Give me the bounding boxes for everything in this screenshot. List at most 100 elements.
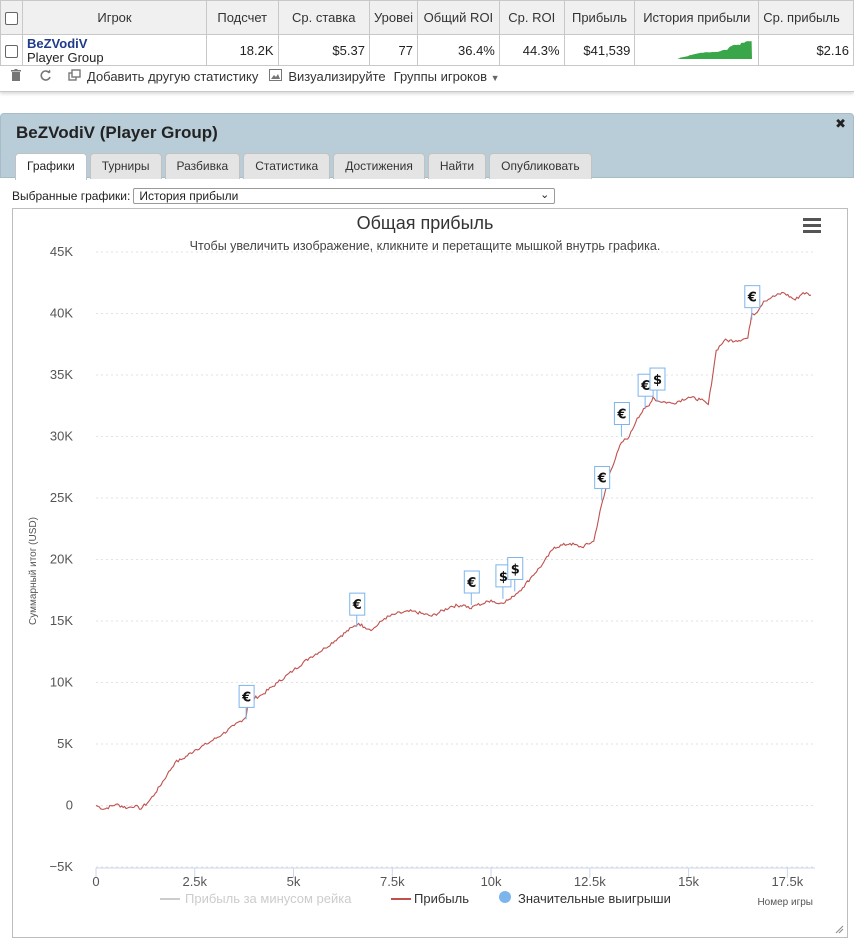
column-header-total-roi[interactable]: Общий ROI [416, 0, 500, 35]
column-header-profit-history[interactable]: История прибыли [634, 0, 760, 35]
tab-publish[interactable]: Опубликовать [489, 153, 592, 179]
tab-achievements[interactable]: Достижения [333, 153, 425, 179]
avg-roi-cell: 44.3% [498, 34, 565, 66]
grid-layer [96, 251, 815, 868]
profit-chart[interactable]: −5K 0 5K 10K 15K 20K 25K 30K 35K 40K 45K 0 2.5k 5k 7.5… [13, 209, 849, 939]
legend-item-big-wins[interactable]: Значительные выигрыши [499, 891, 671, 906]
column-header-avg-profit[interactable]: Ср. прибыль [758, 0, 854, 35]
big-win-flag-label: € [616, 408, 626, 423]
y-tick-label: 35K [50, 367, 73, 382]
stats-table: Игрок Подсчет Ср. ставка Уровеі Общий RO… [0, 0, 854, 66]
player-name-link[interactable]: BeZVodiV [27, 36, 88, 51]
legend-label-big-wins: Значительные выигрыши [518, 891, 671, 906]
x-tick-label: 10k [481, 874, 502, 889]
count-cell: 18.2K [205, 34, 279, 66]
flag-layer: €€€ $ $€€€ $€ [238, 285, 761, 720]
big-win-flag-label: $ [499, 570, 508, 585]
panel-title: BeZVodiV (Player Group) [16, 123, 218, 142]
column-header-player[interactable]: Игрок [22, 0, 207, 35]
x-tick-label: 7.5k [380, 874, 405, 889]
big-win-flag-label: € [352, 598, 362, 613]
big-win-flag[interactable]: $ [507, 556, 524, 592]
chart-container[interactable]: −5K 0 5K 10K 15K 20K 25K 30K 35K 40K 45K 0 2.5k 5k 7.5… [12, 208, 848, 938]
trash-icon[interactable] [9, 69, 23, 83]
tab-breakdown[interactable]: Разбивка [164, 153, 241, 179]
chart-subtitle: Чтобы увеличить изображение, кликните и … [190, 239, 661, 253]
big-win-flag-label: € [466, 576, 476, 591]
legend-item-profit[interactable]: Прибыль [391, 891, 469, 906]
select-all-checkbox[interactable] [5, 12, 18, 26]
y-tick-label: 30K [50, 429, 73, 444]
caret-down-icon: ▼ [490, 72, 500, 83]
total-roi-cell: 36.4% [416, 34, 500, 66]
x-tick-label: 17.5k [771, 874, 803, 889]
x-tick-label: 12.5k [574, 874, 606, 889]
column-header-level[interactable]: Уровеі [368, 0, 418, 35]
x-axis-title: Номер игры [757, 897, 813, 908]
line-layer [95, 291, 812, 810]
legend-item-rake[interactable]: Прибыль за минусом рейка [160, 891, 352, 906]
y-tick-label: 0 [66, 798, 73, 813]
tab-graphs[interactable]: Графики [15, 153, 87, 180]
graph-select[interactable]: История прибыли ⌄ [133, 188, 556, 204]
stats-area: Игрок Подсчет Ср. ставка Уровеі Общий RO… [0, 0, 854, 92]
chevron-down-icon: ⌄ [540, 189, 550, 201]
close-icon[interactable]: ✖ [835, 116, 846, 131]
profit-cell: $41,539 [563, 34, 636, 66]
big-win-flag[interactable]: € [349, 592, 366, 628]
select-all-header[interactable] [0, 0, 23, 35]
big-win-flag[interactable]: € [744, 285, 761, 320]
big-win-flag[interactable]: € [613, 402, 630, 437]
player-cell[interactable]: BeZVodiV Player Group [22, 34, 207, 66]
chart-menu-icon[interactable] [803, 218, 821, 233]
big-win-flag[interactable]: $ [649, 367, 666, 403]
profit-sparkline[interactable] [642, 39, 752, 61]
x-tick-label: 2.5k [182, 874, 207, 889]
y-tick-label: 10K [50, 675, 73, 690]
tab-tournaments[interactable]: Турниры [89, 153, 162, 179]
big-win-flag-label: $ [511, 562, 520, 577]
x-tick-label: 15k [678, 874, 699, 889]
table-header-row: Игрок Подсчет Ср. ставка Уровеі Общий RO… [0, 0, 854, 35]
x-tick-label: 0 [92, 874, 99, 889]
big-win-flag-label: € [597, 471, 607, 486]
table-row[interactable]: BeZVodiV Player Group 18.2K $5.37 77 36.… [0, 34, 854, 66]
big-win-flag-label: € [241, 690, 251, 705]
chart-legend: Прибыль за минусом рейка Прибыль Значите… [160, 891, 671, 906]
player-group-label: Player Group [27, 50, 104, 65]
column-header-count[interactable]: Подсчет [205, 0, 279, 35]
y-tick-label: 45K [50, 244, 73, 259]
profit-series-line[interactable] [95, 291, 812, 810]
column-header-avg-roi[interactable]: Ср. ROI [498, 0, 565, 35]
big-win-flag[interactable]: € [463, 570, 480, 606]
tab-bar: Графики Турниры Разбивка Статистика Дост… [15, 153, 595, 180]
big-win-flag-label: € [747, 291, 757, 306]
visualize-button[interactable]: Визуализируйте [288, 68, 386, 84]
selected-graphs-label: Выбранные графики: [12, 189, 131, 203]
big-win-flag[interactable]: € [238, 684, 255, 720]
column-header-avg-stake[interactable]: Ср. ставка [277, 0, 370, 35]
row-checkbox[interactable] [5, 44, 18, 58]
graph-select-value: История прибыли [139, 189, 239, 203]
row-select-cell[interactable] [0, 34, 23, 66]
legend-label-rake: Прибыль за минусом рейка [185, 891, 352, 906]
profit-history-cell[interactable] [634, 34, 760, 66]
copy-icon[interactable] [67, 69, 81, 83]
level-cell: 77 [368, 34, 418, 66]
add-stats-button[interactable]: Добавить другую статистику [87, 68, 259, 84]
selected-graphs-row: Выбранные графики: История прибыли ⌄ [12, 188, 556, 204]
big-win-flag[interactable]: € [594, 465, 611, 501]
image-icon[interactable] [268, 69, 282, 83]
player-groups-dropdown[interactable]: Группы игроков ▼ [394, 69, 500, 84]
axis-layer: −5K 0 5K 10K 15K 20K 25K 30K 35K 40K 45K 0 2.5k 5k 7.5… [50, 244, 815, 889]
refresh-icon[interactable] [38, 69, 52, 83]
tab-statistics[interactable]: Статистика [243, 153, 331, 179]
big-win-flag-label: $ [653, 373, 662, 388]
tab-find[interactable]: Найти [427, 153, 487, 179]
y-tick-label: 25K [50, 490, 73, 505]
chart-title: Общая прибыль [357, 213, 494, 233]
y-tick-label: 5K [57, 736, 73, 751]
column-header-profit[interactable]: Прибыль [563, 0, 636, 35]
resize-grip-icon[interactable] [834, 924, 844, 934]
y-tick-label: 40K [50, 306, 73, 321]
